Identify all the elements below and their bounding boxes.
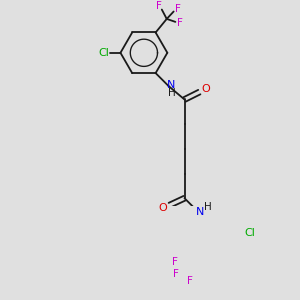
Text: N: N [196, 207, 205, 217]
Text: F: F [187, 276, 193, 286]
Text: Cl: Cl [98, 48, 109, 58]
Text: F: F [173, 269, 179, 279]
Text: H: H [167, 88, 175, 98]
Text: N: N [167, 80, 176, 90]
Text: Cl: Cl [244, 228, 255, 238]
Text: F: F [156, 1, 162, 11]
Text: O: O [158, 202, 167, 213]
Text: F: F [175, 4, 181, 14]
Text: H: H [204, 202, 212, 212]
Text: O: O [202, 84, 211, 94]
Text: F: F [177, 18, 183, 28]
Text: F: F [172, 257, 178, 267]
